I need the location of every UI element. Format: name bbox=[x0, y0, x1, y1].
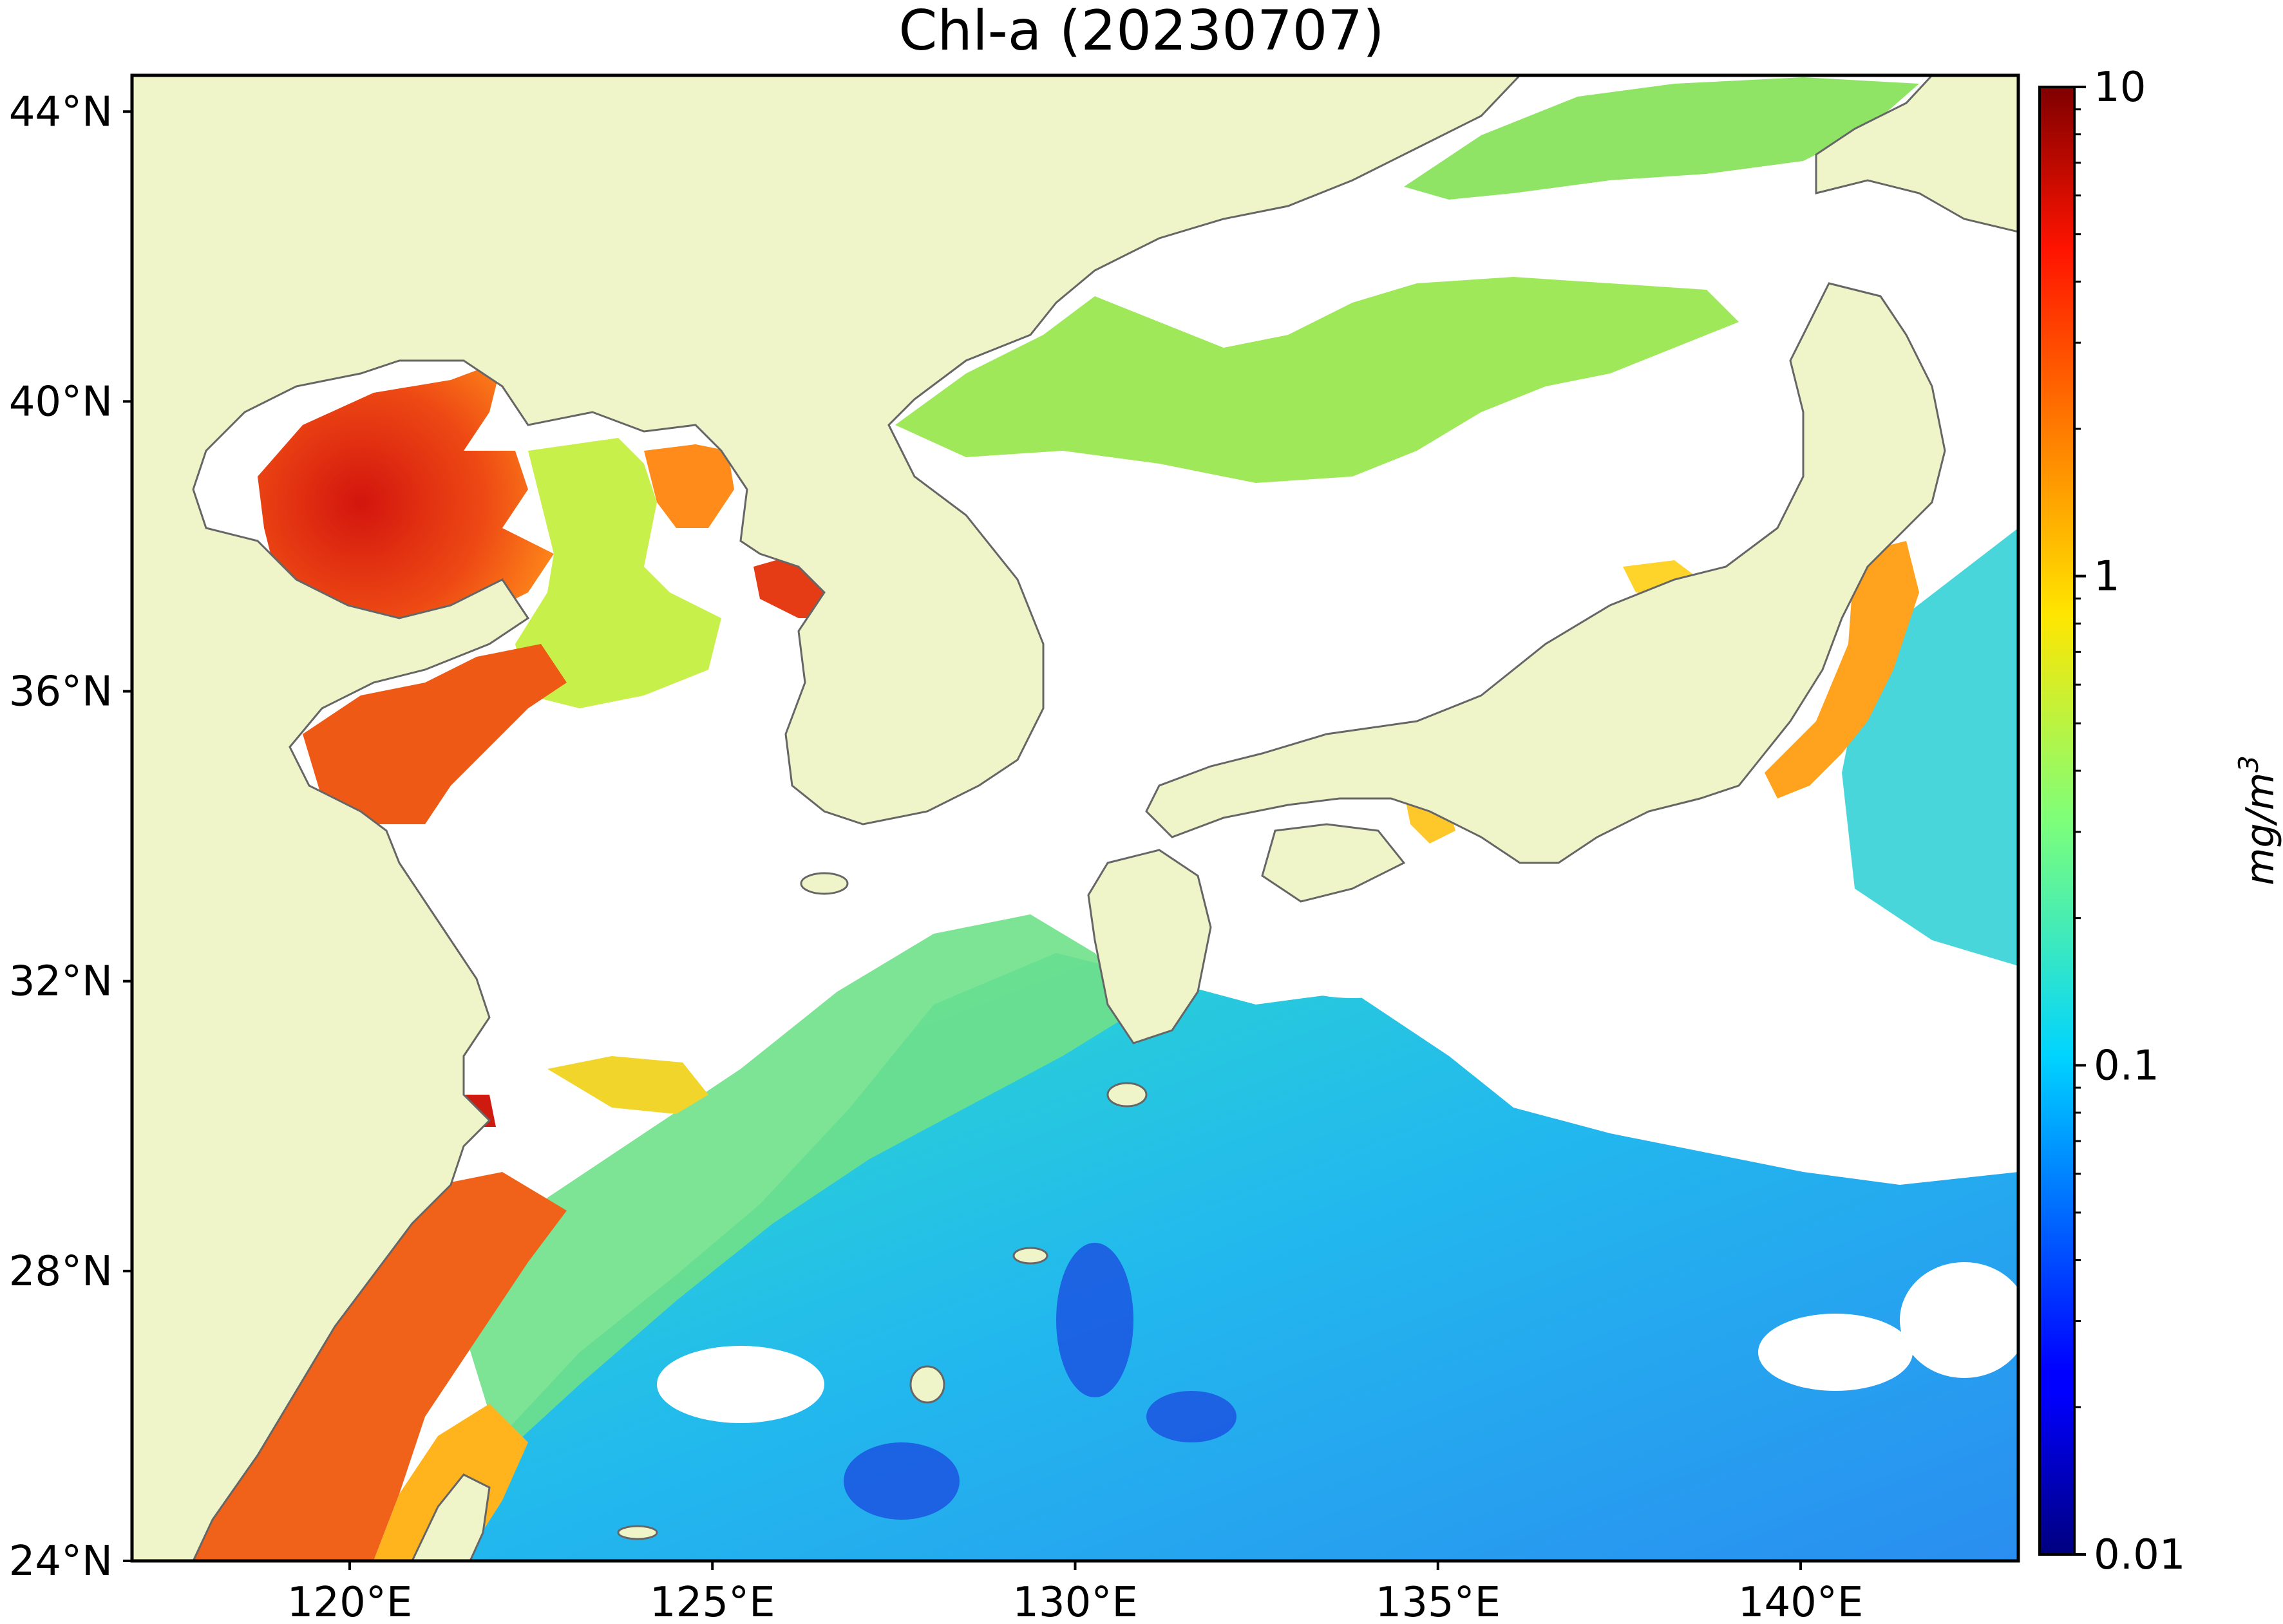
chl-field-south-pacific bbox=[425, 953, 2018, 1561]
latitude-axis: 44°N 40°N 36°N 32°N 28°N 24°N bbox=[9, 88, 132, 1585]
chl-field-zhejiang-coast bbox=[193, 1172, 567, 1561]
cloud-gaps bbox=[657, 934, 2018, 1423]
lat-tick-label: 24°N bbox=[9, 1538, 113, 1585]
lon-tick-label: 135°E bbox=[1375, 1579, 1501, 1624]
colorbar-tick-label: 1 bbox=[2094, 553, 2120, 601]
land-shikoku bbox=[1261, 823, 1406, 903]
land-amami bbox=[1012, 1247, 1048, 1265]
lon-tick-label: 120°E bbox=[287, 1579, 413, 1624]
land-okinawa bbox=[909, 1365, 945, 1404]
longitude-axis: 120°E 125°E 130°E 135°E 140°E bbox=[287, 1561, 1864, 1624]
chl-field-north-sea-of-japan bbox=[1404, 77, 1919, 200]
low-chl-patches bbox=[844, 1243, 1236, 1520]
chl-field-north-korea-coast bbox=[644, 444, 734, 528]
land-ishigaki bbox=[617, 1525, 658, 1540]
land-honshu bbox=[1145, 282, 1946, 864]
land-hokkaido bbox=[1815, 75, 2018, 233]
chl-field-east-china-sea bbox=[451, 914, 1146, 1455]
colorbar-tick-label: 10 bbox=[2094, 64, 2146, 111]
colorbar: 10 1 0.1 0.01 mg/m3 bbox=[2038, 64, 2283, 1579]
lat-tick-label: 40°N bbox=[9, 378, 113, 426]
lon-tick-label: 130°E bbox=[1012, 1579, 1138, 1624]
lon-tick-label: 140°E bbox=[1738, 1579, 1864, 1624]
colorbar-tick-label: 0.1 bbox=[2094, 1042, 2159, 1090]
map-area bbox=[132, 75, 2018, 1561]
lat-tick-label: 44°N bbox=[9, 88, 113, 136]
map-title: Chl-a (20230707) bbox=[898, 0, 1385, 63]
colorbar-ticks: 10 1 0.1 0.01 bbox=[2074, 64, 2186, 1579]
chl-field-bohai-sea bbox=[258, 361, 554, 644]
lat-tick-label: 36°N bbox=[9, 668, 113, 716]
land-tanegashima bbox=[1106, 1082, 1148, 1108]
land bbox=[132, 75, 2018, 1561]
lat-tick-label: 32°N bbox=[9, 958, 113, 1006]
chl-field-honshu-coast bbox=[1765, 541, 1919, 798]
colorbar-gradient bbox=[2038, 86, 2076, 1556]
colorbar-unit-label: mg/m3 bbox=[2233, 755, 2283, 885]
colorbar-tick-label: 0.01 bbox=[2094, 1531, 2186, 1579]
chl-field-sea-of-japan bbox=[895, 277, 1739, 483]
land-taiwan bbox=[411, 1473, 491, 1561]
land-kyushu bbox=[1087, 849, 1212, 1044]
chl-field-shandong-coast bbox=[303, 644, 567, 824]
chl-field-yellow-sea-north bbox=[515, 438, 721, 708]
lon-tick-label: 125°E bbox=[650, 1579, 775, 1624]
chl-field-fujian-coast bbox=[374, 1404, 528, 1561]
lat-tick-label: 28°N bbox=[9, 1248, 113, 1296]
chl-field-yangtze-outflow bbox=[547, 1056, 708, 1114]
land-asia-mainland bbox=[132, 75, 1522, 1561]
land-jeju bbox=[800, 872, 849, 895]
